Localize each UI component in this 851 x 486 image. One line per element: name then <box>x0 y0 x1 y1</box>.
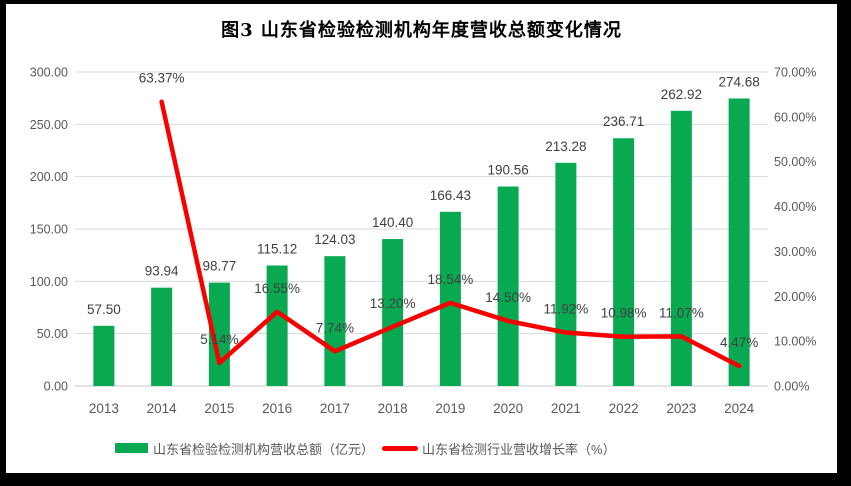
bar-label-2023: 262.92 <box>661 87 702 102</box>
legend-item-growth-rate: 山东省检测行业营收增长率（%） <box>382 439 616 458</box>
line-data-labels: 63.37% 5.14% 16.55% 7.74% 13.20% 18.54% 14.50%… <box>139 71 759 350</box>
line-label-2019: 18.54% <box>427 272 473 287</box>
x-axis-label-2019: 2019 <box>435 401 465 416</box>
line-series-swatch-icon <box>382 445 419 451</box>
bar-2020 <box>497 186 519 386</box>
x-axis-label-2017: 2017 <box>320 401 350 416</box>
y-axis-left-label-200.00: 200.00 <box>30 170 68 184</box>
bar-2017 <box>324 256 346 386</box>
x-axis-label-2013: 2013 <box>89 401 119 416</box>
chart-frame <box>6 4 837 473</box>
x-axis-label-2023: 2023 <box>666 401 696 416</box>
legend-label-growth-rate: 山东省检测行业营收增长率（%） <box>422 441 616 457</box>
y-axis-right-label-10.00%: 10.00% <box>774 335 816 349</box>
y-axis-left: 0.00 50.00 100.00 150.00 200.00 250.00 300.00 <box>30 66 68 394</box>
bar-2022 <box>613 138 635 386</box>
y-axis-left-label-50.00: 50.00 <box>37 327 68 341</box>
bar-label-2021: 213.28 <box>545 139 586 154</box>
y-axis-right-label-60.00%: 60.00% <box>774 110 816 124</box>
y-axis-right-label-0.00%: 0.00% <box>774 380 809 394</box>
bar-label-2014: 93.94 <box>145 264 179 279</box>
y-axis-left-label-150.00: 150.00 <box>30 223 68 237</box>
growth-rate-line <box>159 99 742 369</box>
x-axis-label-2018: 2018 <box>378 401 408 416</box>
y-axis-right-label-40.00%: 40.00% <box>774 200 816 214</box>
legend: 山东省检验检测机构营收总额（亿元） 山东省检测行业营收增长率（%） <box>115 439 616 457</box>
line-label-2017: 7.74% <box>316 320 354 335</box>
y-axis-left-label-300.00: 300.00 <box>30 66 68 80</box>
line-label-2018: 13.20% <box>370 296 416 311</box>
bar-2021 <box>555 162 577 386</box>
line-label-2021: 11.92% <box>543 302 588 317</box>
bar-series <box>93 98 750 387</box>
bar-label-2022: 236.71 <box>603 114 644 129</box>
y-axis-left-label-0.00: 0.00 <box>44 380 68 394</box>
line-label-2014: 63.37% <box>139 71 185 86</box>
line-label-2016: 16.55% <box>254 281 300 296</box>
bar-label-2016: 115.12 <box>257 242 297 257</box>
legend-item-revenue: 山东省检验检测机构营收总额（亿元） <box>115 439 374 458</box>
x-axis-label-2024: 2024 <box>724 401 755 416</box>
line-label-2022: 10.98% <box>601 306 647 321</box>
chart-title: 图3 山东省检验检测机构年度营收总额变化情况 <box>221 20 622 41</box>
bar-label-2019: 166.43 <box>430 188 471 203</box>
legend-label-revenue: 山东省检验检测机构营收总额（亿元） <box>153 441 375 457</box>
bar-label-2018: 140.40 <box>372 215 413 230</box>
gridlines <box>75 71 768 387</box>
x-axis-label-2015: 2015 <box>204 401 234 416</box>
line-label-2020: 14.50% <box>485 290 531 305</box>
y-axis-right-label-20.00%: 20.00% <box>774 290 816 304</box>
bar-label-2015: 98.77 <box>202 259 236 274</box>
bar-2014 <box>151 287 173 386</box>
line-series <box>159 99 742 369</box>
y-axis-left-label-100.00: 100.00 <box>30 275 68 289</box>
y-axis-right-label-70.00%: 70.00% <box>774 66 816 80</box>
bar-2024 <box>728 98 750 387</box>
y-axis-right-label-30.00%: 30.00% <box>774 245 816 259</box>
bar-2018 <box>382 239 404 386</box>
bar-2019 <box>439 211 461 386</box>
x-axis-label-2016: 2016 <box>262 401 292 416</box>
bar-label-2017: 124.03 <box>314 232 355 247</box>
line-label-2024: 4.47% <box>720 335 758 350</box>
x-axis-label-2021: 2021 <box>551 401 581 416</box>
y-axis-right-label-50.00%: 50.00% <box>774 155 816 169</box>
line-label-2015: 5.14% <box>200 332 238 347</box>
bar-label-2020: 190.56 <box>487 163 528 178</box>
bar-label-2024: 274.68 <box>718 75 759 90</box>
x-axis: 2013 2014 2015 2016 2017 2018 2019 2020 2021 2022… <box>89 401 755 416</box>
bar-series-swatch-icon <box>115 443 148 453</box>
bar-2013 <box>93 325 115 386</box>
x-axis-label-2020: 2020 <box>493 401 523 416</box>
bar-2023 <box>670 110 692 387</box>
bar-label-2013: 57.50 <box>87 302 121 317</box>
x-axis-label-2022: 2022 <box>609 401 639 416</box>
bar-data-labels: 57.50 93.94 98.77 115.12 124.03 140.40 166.43 1… <box>87 75 760 317</box>
line-label-2023: 11.07% <box>659 305 704 320</box>
bar-2016 <box>266 265 288 386</box>
y-axis-left-label-250.00: 250.00 <box>30 118 68 132</box>
y-axis-right: 0.00% 10.00% 20.00% 30.00% 40.00% 50.00% 60.00… <box>774 66 816 394</box>
x-axis-label-2014: 2014 <box>147 401 178 416</box>
